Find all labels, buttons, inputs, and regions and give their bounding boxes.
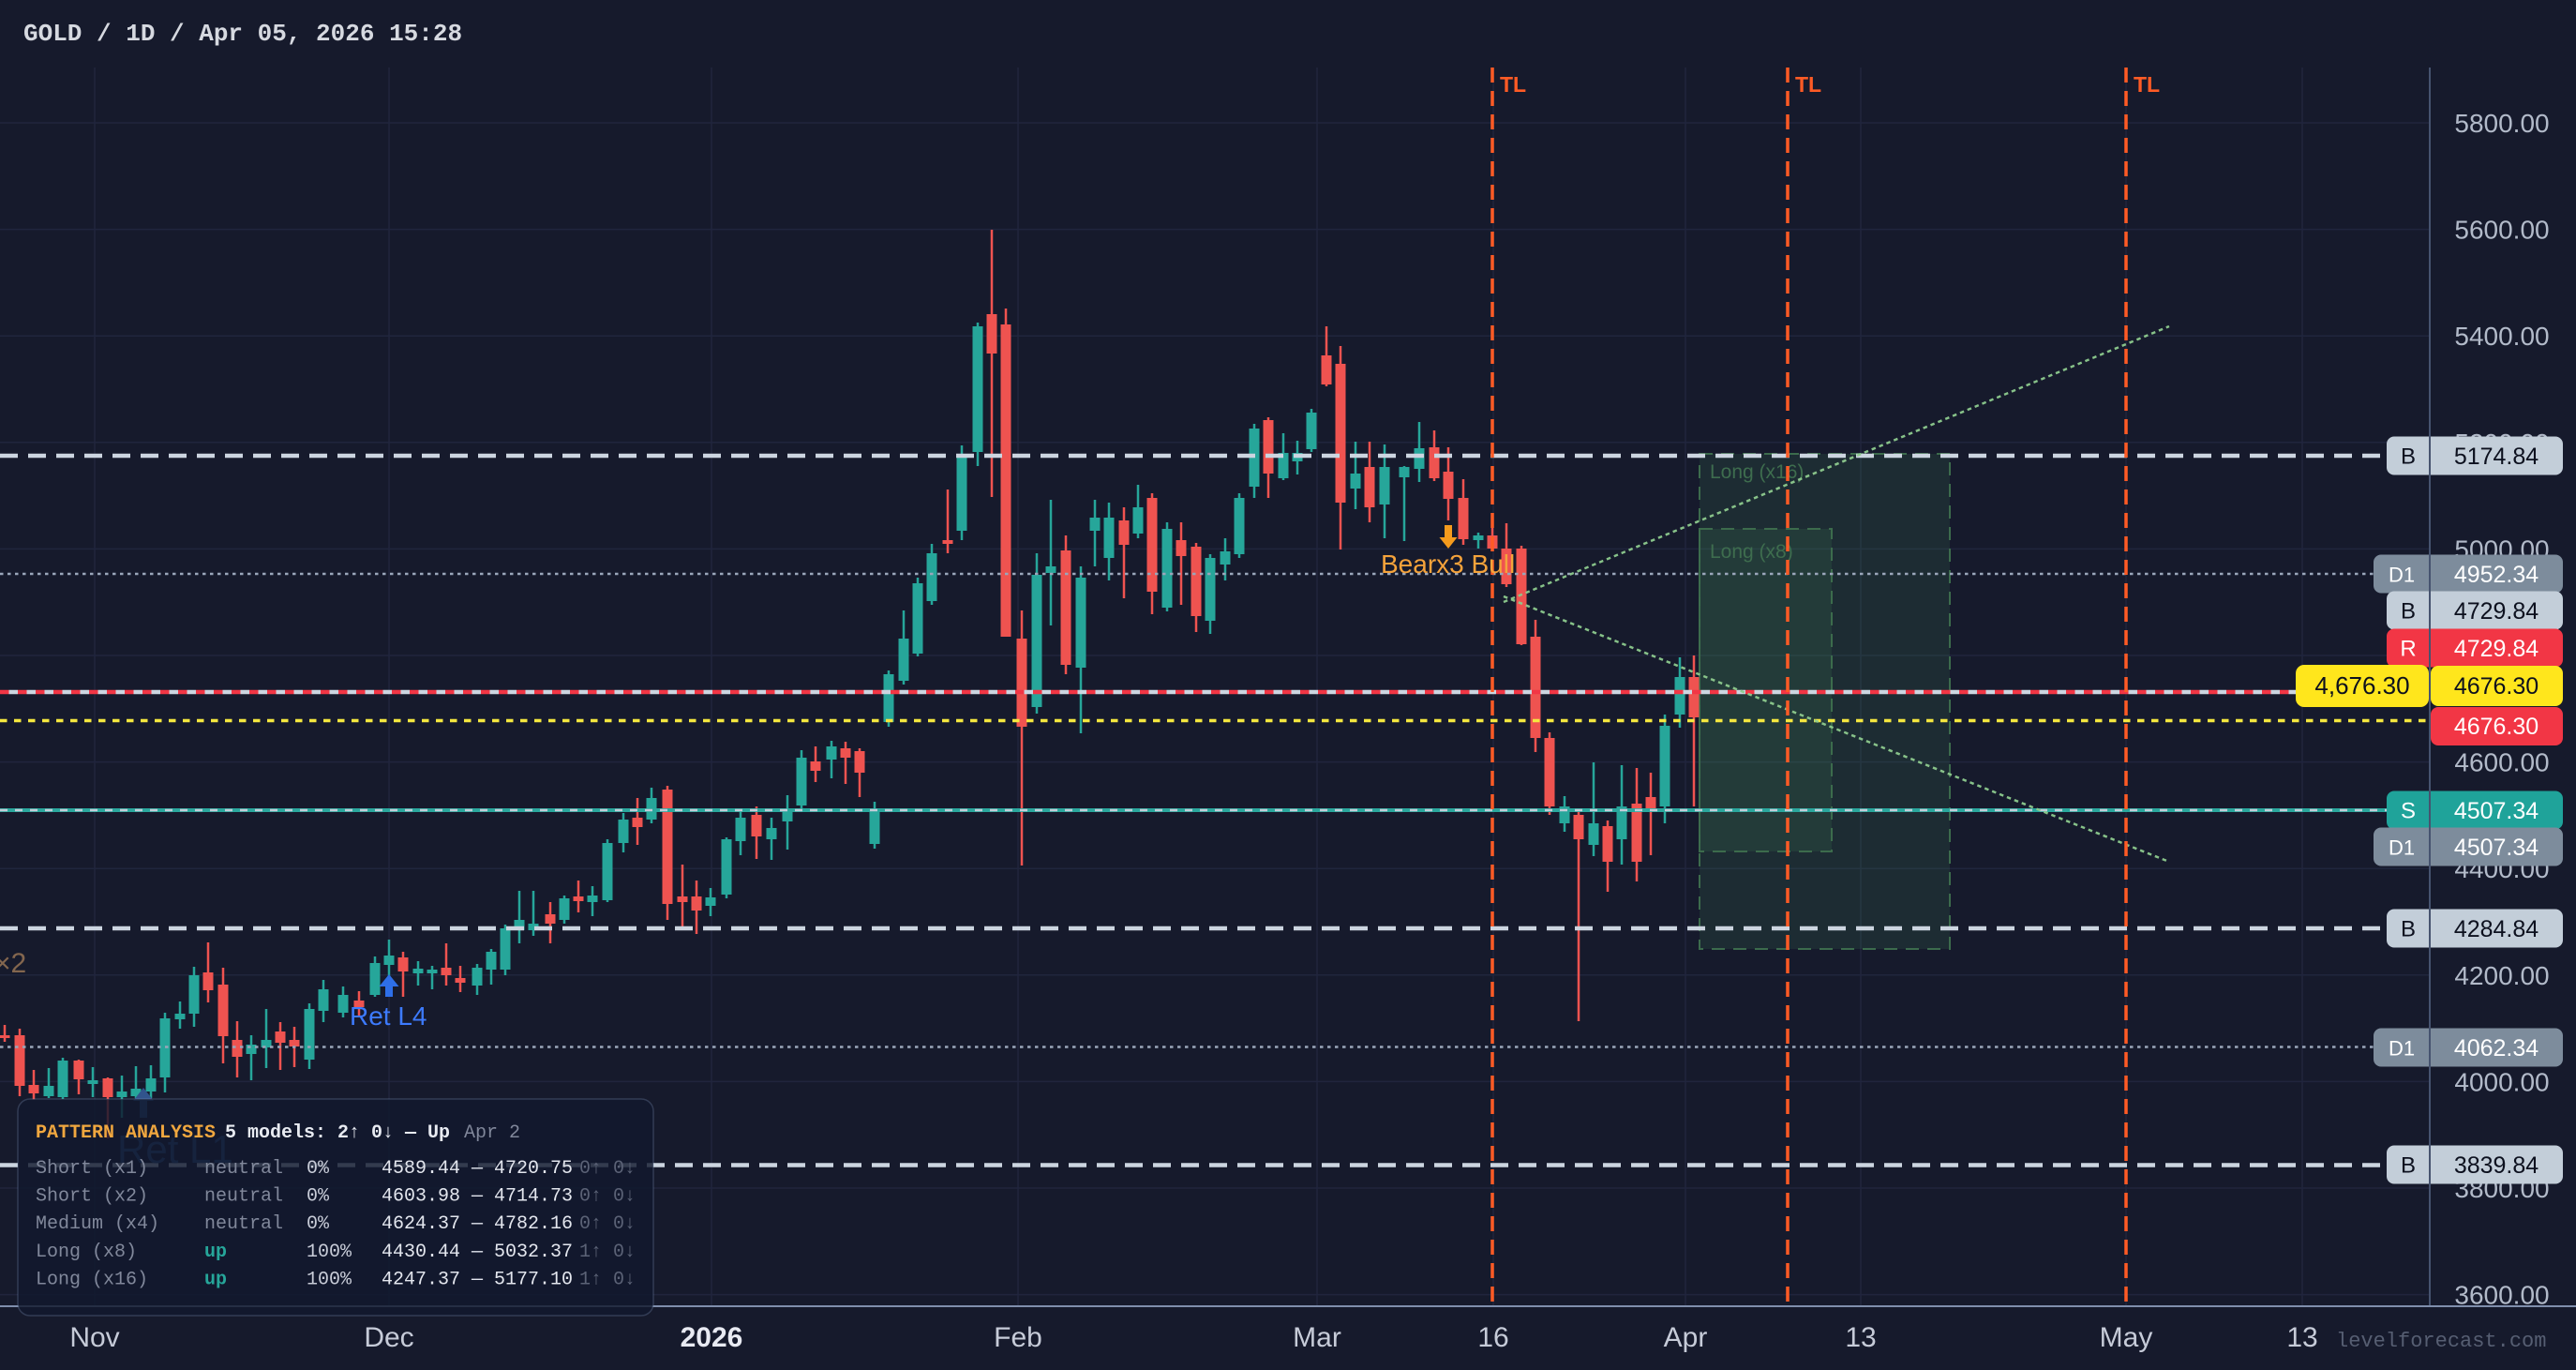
svg-text:0%: 0%: [307, 1186, 330, 1208]
svg-text:×2: ×2: [0, 948, 26, 979]
svg-text:TL: TL: [1500, 72, 1526, 97]
svg-text:4603.98 — 4714.73: 4603.98 — 4714.73: [382, 1186, 573, 1208]
svg-text:May: May: [2100, 1322, 2153, 1353]
svg-text:Mar: Mar: [1293, 1322, 1341, 1353]
svg-text:5600.00: 5600.00: [2454, 216, 2549, 245]
svg-text:0%: 0%: [307, 1158, 330, 1180]
svg-text:Nov: Nov: [69, 1322, 119, 1353]
svg-text:4676.30: 4676.30: [2454, 673, 2539, 700]
svg-text:TL: TL: [1795, 72, 1821, 97]
svg-text:100%: 100%: [307, 1242, 352, 1263]
svg-text:Dec: Dec: [364, 1322, 413, 1353]
svg-text:5800.00: 5800.00: [2454, 109, 2549, 138]
svg-text:4200.00: 4200.00: [2454, 961, 2549, 990]
svg-text:13: 13: [2286, 1322, 2317, 1353]
svg-text:neutral: neutral: [204, 1186, 283, 1208]
svg-text:0%: 0%: [307, 1213, 330, 1235]
svg-text:4600.00: 4600.00: [2454, 748, 2549, 777]
svg-text:D1: D1: [2389, 564, 2415, 587]
svg-text:4062.34: 4062.34: [2454, 1035, 2539, 1061]
svg-text:4247.37 — 5177.10: 4247.37 — 5177.10: [382, 1269, 573, 1290]
svg-text:4729.84: 4729.84: [2454, 598, 2539, 625]
svg-text:TL: TL: [2134, 72, 2160, 97]
svg-text:Long (x8): Long (x8): [1710, 541, 1793, 563]
svg-text:Long (x8): Long (x8): [36, 1242, 137, 1263]
svg-text:Long (x16): Long (x16): [36, 1269, 148, 1290]
svg-text:D1: D1: [2389, 836, 2415, 860]
svg-text:Short (x2): Short (x2): [36, 1186, 148, 1208]
svg-text:Feb: Feb: [994, 1322, 1042, 1353]
svg-text:1↑ 0↓: 1↑ 0↓: [579, 1242, 636, 1263]
svg-text:neutral: neutral: [204, 1158, 283, 1180]
svg-text:3600.00: 3600.00: [2454, 1281, 2549, 1310]
svg-text:5 models: 2↑ 0↓ — Up: 5 models: 2↑ 0↓ — Up: [225, 1122, 450, 1144]
svg-text:Short (x1): Short (x1): [36, 1158, 148, 1180]
svg-text:100%: 100%: [307, 1269, 352, 1290]
svg-text:4676.30: 4676.30: [2454, 714, 2539, 740]
svg-text:16: 16: [1477, 1322, 1508, 1353]
svg-text:4430.44 — 5032.37: 4430.44 — 5032.37: [382, 1242, 573, 1263]
svg-text:4952.34: 4952.34: [2454, 562, 2539, 588]
svg-text:4000.00: 4000.00: [2454, 1067, 2549, 1096]
svg-text:4507.34: 4507.34: [2454, 835, 2539, 861]
svg-text:Bearx3 Bull: Bearx3 Bull: [1381, 550, 1515, 579]
svg-text:PATTERN ANALYSIS: PATTERN ANALYSIS: [36, 1122, 216, 1144]
svg-text:Long (x16): Long (x16): [1710, 461, 1804, 483]
svg-text:R: R: [2400, 637, 2416, 662]
svg-text:B: B: [2401, 917, 2416, 942]
svg-text:D1: D1: [2389, 1037, 2415, 1061]
svg-text:GOLD / 1D / Apr 05, 2026 15:28: GOLD / 1D / Apr 05, 2026 15:28: [23, 20, 462, 48]
svg-text:neutral: neutral: [204, 1213, 283, 1235]
svg-text:4589.44 — 4720.75: 4589.44 — 4720.75: [382, 1158, 573, 1180]
svg-text:4729.84: 4729.84: [2454, 636, 2539, 662]
svg-text:Apr 2: Apr 2: [464, 1122, 520, 1144]
svg-text:2026: 2026: [681, 1322, 743, 1353]
svg-text:Ret L4: Ret L4: [350, 1001, 427, 1031]
svg-text:up: up: [204, 1269, 227, 1290]
svg-text:0↑ 0↓: 0↑ 0↓: [579, 1213, 636, 1235]
svg-text:3839.84: 3839.84: [2454, 1152, 2539, 1179]
svg-text:Apr: Apr: [1664, 1322, 1708, 1353]
svg-text:0↑ 0↓: 0↑ 0↓: [579, 1186, 636, 1208]
svg-text:13: 13: [1845, 1322, 1876, 1353]
svg-text:Medium (x4): Medium (x4): [36, 1213, 159, 1235]
svg-text:4284.84: 4284.84: [2454, 916, 2539, 942]
svg-text:5174.84: 5174.84: [2454, 444, 2539, 470]
svg-text:4507.34: 4507.34: [2454, 798, 2539, 824]
svg-text:levelforecast.com: levelforecast.com: [2336, 1330, 2546, 1353]
svg-text:4,676.30: 4,676.30: [2314, 671, 2409, 700]
svg-text:B: B: [2401, 599, 2416, 625]
svg-text:up: up: [204, 1242, 227, 1263]
svg-text:B: B: [2401, 444, 2416, 470]
svg-text:S: S: [2401, 799, 2416, 824]
svg-text:B: B: [2401, 1153, 2416, 1179]
svg-text:4624.37 — 4782.16: 4624.37 — 4782.16: [382, 1213, 573, 1235]
svg-text:5400.00: 5400.00: [2454, 322, 2549, 351]
svg-text:0↑ 0↓: 0↑ 0↓: [579, 1158, 636, 1180]
svg-text:1↑ 0↓: 1↑ 0↓: [579, 1269, 636, 1290]
